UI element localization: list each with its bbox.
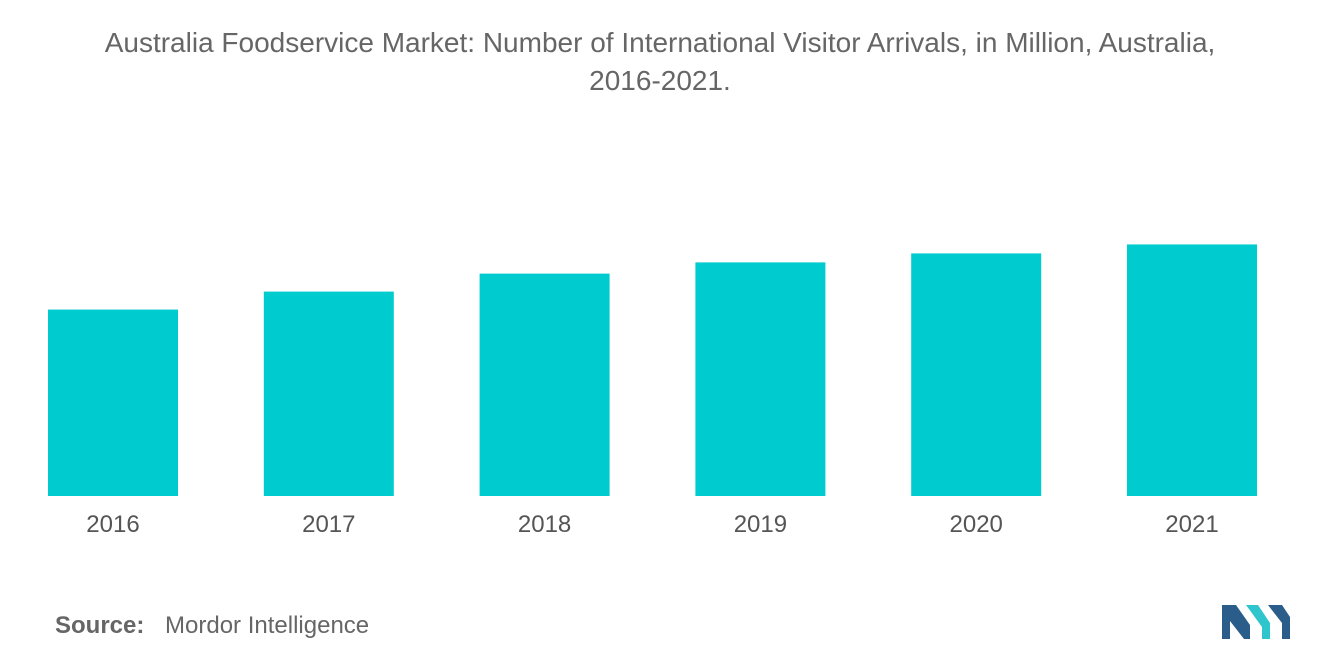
bar-2016 xyxy=(48,309,178,496)
source-label: Source: xyxy=(55,612,145,639)
logo-shape-left xyxy=(1222,605,1250,639)
chart-title: Australia Foodservice Market: Number of … xyxy=(0,24,1320,100)
bar-2021 xyxy=(1127,244,1257,496)
x-tick-label-2019: 2019 xyxy=(734,511,787,538)
x-tick-label-2020: 2020 xyxy=(950,511,1003,538)
chart-title-line-1: Australia Foodservice Market: Number of … xyxy=(104,27,1216,58)
bar-2017 xyxy=(263,291,394,496)
x-tick-label-2016: 2016 xyxy=(86,511,139,538)
x-tick-label-2017: 2017 xyxy=(302,511,355,538)
logo-shape-right xyxy=(1268,605,1290,639)
bar-2018 xyxy=(479,273,610,496)
mordor-intelligence-logo-icon xyxy=(1222,605,1290,639)
x-tick-label-2018: 2018 xyxy=(518,511,571,538)
source-note: Source: Mordor Intelligence xyxy=(55,612,369,640)
bar-2020 xyxy=(911,253,1042,496)
source-text: Mordor Intelligence xyxy=(165,612,370,639)
logo-shape-mid xyxy=(1246,605,1270,639)
x-tick-label-2021: 2021 xyxy=(1165,511,1218,538)
bar-2019 xyxy=(695,262,826,496)
chart-title-line-2: 2016-2021. xyxy=(589,65,731,96)
